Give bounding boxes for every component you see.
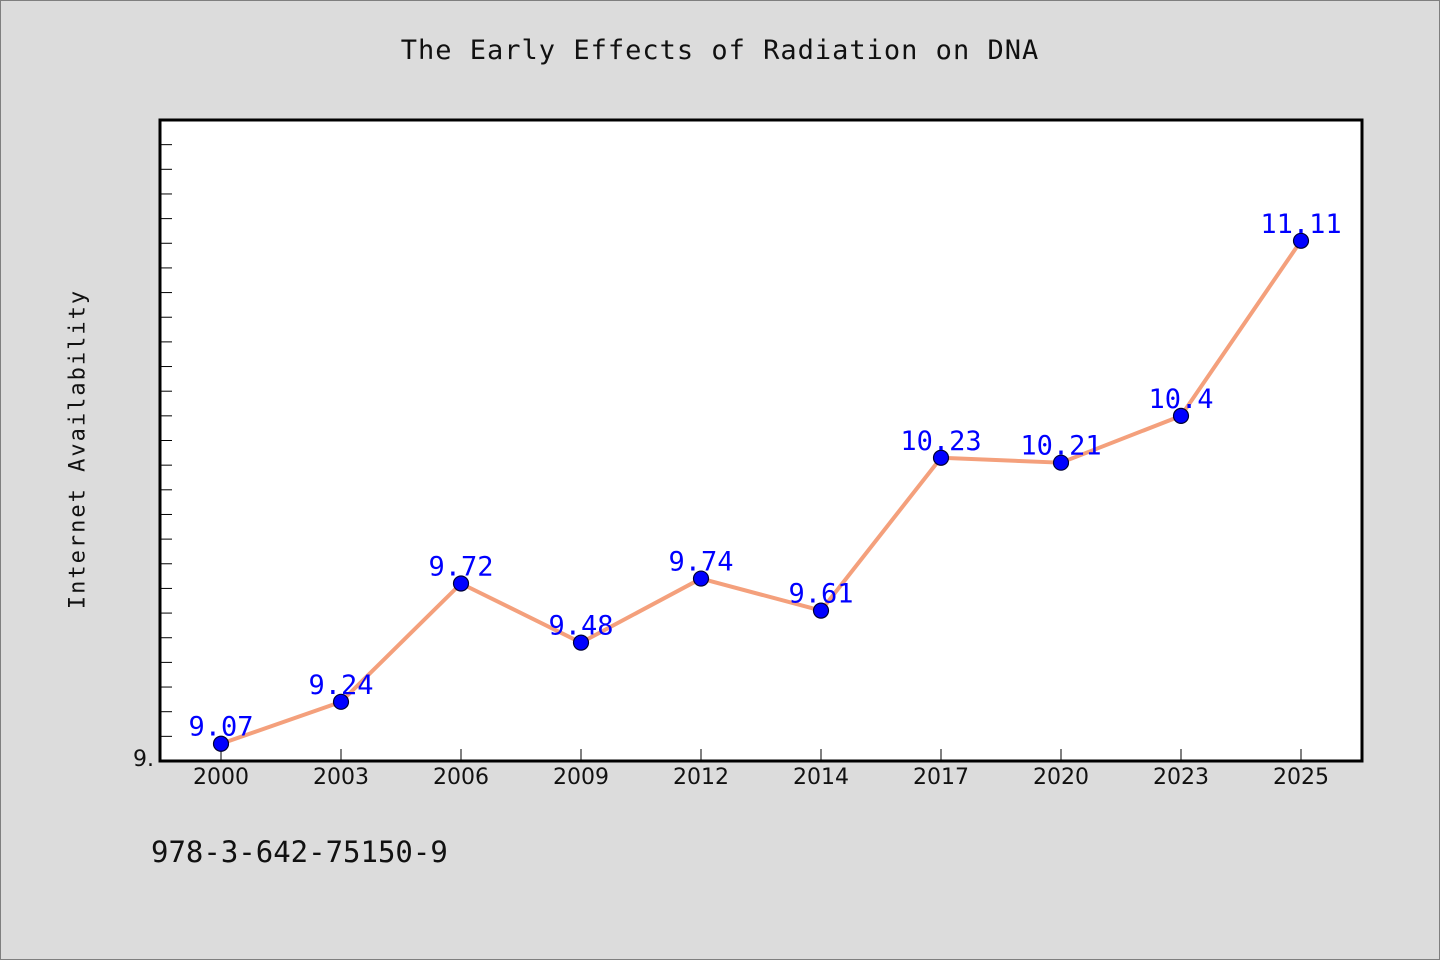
- data-point: [212, 735, 230, 752]
- x-tick-label: 2012: [673, 765, 729, 790]
- data-point: [692, 570, 710, 587]
- plot-frame: [158, 118, 1364, 763]
- data-point: [332, 693, 350, 710]
- y-tick-label: 9.: [133, 747, 154, 772]
- x-tick-label: 2025: [1273, 765, 1329, 790]
- series-line: [220, 239, 1303, 746]
- data-label: 10.21: [1020, 431, 1101, 462]
- data-point: [932, 449, 950, 466]
- data-point: [1292, 232, 1310, 249]
- data-label: 9.61: [788, 579, 853, 610]
- x-tick-label: 2006: [433, 765, 489, 790]
- x-tick-label: 2003: [313, 765, 369, 790]
- data-point: [1052, 454, 1070, 471]
- data-label: 9.07: [188, 712, 253, 743]
- data-point: [812, 602, 830, 619]
- data-point: [572, 634, 590, 651]
- x-tick-label: 2017: [913, 765, 969, 790]
- data-label: 9.48: [548, 611, 613, 642]
- x-tick-label: 2020: [1033, 765, 1089, 790]
- data-point: [452, 575, 470, 592]
- data-point: [1172, 407, 1190, 424]
- chart-title: The Early Effects of Radiation on DNA: [400, 35, 1040, 66]
- data-label: 9.72: [428, 551, 493, 582]
- data-label: 9.74: [668, 547, 733, 578]
- data-label: 9.24: [308, 670, 373, 701]
- x-tick-label: 2009: [553, 765, 609, 790]
- data-label: 11.11: [1260, 209, 1341, 240]
- footer-identifier: 978-3-642-75150-9: [151, 835, 448, 869]
- x-tick-label: 2000: [193, 765, 249, 790]
- data-label: 10.23: [900, 426, 981, 457]
- data-label: 10.4: [1148, 384, 1213, 415]
- x-tick-label: 2014: [793, 765, 849, 790]
- x-tick-label: 2023: [1153, 765, 1209, 790]
